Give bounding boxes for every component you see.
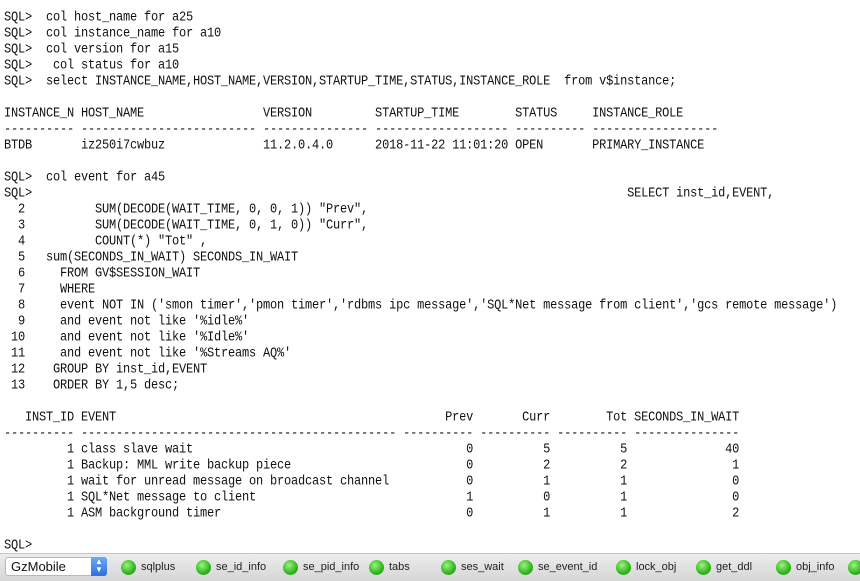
terminal-line: 11 and event not like '%Streams AQ%' [4,345,292,361]
toolbar-button-se_id_info[interactable]: se_id_info [196,558,266,576]
terminal-line: SQL> col status for a10 [4,57,180,73]
terminal-line: SQL> col version for a15 [4,41,180,57]
terminal-line: 5 sum(SECONDS_IN_WAIT) SECONDS_IN_WAIT [4,249,299,265]
toolbar-button-label: obj_info [796,561,835,573]
toolbar-button-label: sqlplus [141,561,176,573]
terminal-line: 1 SQL*Net message to client 1 0 1 0 [4,489,740,505]
terminal-line: 2 SUM(DECODE(WAIT_TIME, 0, 0, 1)) "Prev"… [4,201,369,217]
terminal-line: ---------- ------------------------- ---… [4,121,719,137]
terminal-line: 1 Backup: MML write backup piece 0 2 2 1 [4,457,740,473]
connection-select[interactable]: GzMobile ▲ ▼ [5,557,107,576]
toolbar-button-lock_obj[interactable]: lock_obj [616,558,676,576]
toolbar-button-label: se_event_id [538,561,598,573]
bottom-toolbar: GzMobile ▲ ▼ sqlplus se_id_info se_pid_info… [0,553,860,581]
terminal-line: 6 FROM GV$SESSION_WAIT [4,265,201,281]
terminal-line: 3 SUM(DECODE(WAIT_TIME, 0, 1, 0)) "Curr"… [4,217,369,233]
stepper-arrows-icon[interactable]: ▲ ▼ [91,557,107,576]
toolbar-button-label: se_pid_info [303,561,360,573]
terminal-line: SQL> SELECT inst_id,EVENT, [4,185,775,201]
toolbar-button-label: se_id_info [216,561,267,573]
toolbar-button-label: tabs [389,561,410,573]
toolbar-button-label: get_ddl [716,561,753,573]
toolbar-button-se_pid_info[interactable]: se_pid_info [283,558,359,576]
terminal-line: 7 WHERE [4,281,96,297]
terminal-line: ---------- -----------------------------… [4,425,740,441]
green-circle-icon [518,559,533,575]
toolbar-button-ses_wait[interactable]: ses_wait [441,558,504,576]
green-circle-icon [196,559,211,575]
toolbar-button-more[interactable] [848,558,860,576]
terminal-line: 1 class slave wait 0 5 5 40 [4,441,740,457]
green-circle-icon [121,559,136,575]
toolbar-button-tabs[interactable]: tabs [369,558,410,576]
green-circle-icon [616,559,631,575]
toolbar-button-obj_info[interactable]: obj_info [776,558,835,576]
green-circle-icon [441,559,456,575]
terminal-line: INSTANCE_N HOST_NAME VERSION STARTUP_TIM… [4,105,684,121]
terminal-line: SQL> col host_name for a25 [4,9,194,25]
terminal-output[interactable]: SQL> col host_name for a25 SQL> col insta… [4,9,860,553]
green-circle-icon [776,559,791,575]
terminal-line: 9 and event not like '%idle%' [4,313,250,329]
terminal-line: SQL> col event for a45 [4,169,166,185]
terminal-line: 12 GROUP BY inst_id,EVENT [4,361,208,377]
green-circle-icon [283,559,298,575]
green-circle-icon [848,559,860,575]
terminal-line: 1 ASM background timer 0 1 1 2 [4,505,740,521]
terminal-line: SQL> col instance_name for a10 [4,25,222,41]
green-circle-icon [696,559,711,575]
toolbar-button-se_event_id[interactable]: se_event_id [518,558,597,576]
terminal-line: INST_ID EVENT Prev Curr Tot SECONDS_IN_W… [4,409,740,425]
terminal-line: SQL> [4,537,33,553]
green-circle-icon [369,559,384,575]
terminal-line: BTDB iz250i7cwbuz 11.2.0.4.0 2018-11-22 … [4,137,705,153]
toolbar-button-label: ses_wait [461,561,504,573]
terminal-line: 1 wait for unread message on broadcast c… [4,473,740,489]
toolbar-button-sqlplus[interactable]: sqlplus [121,558,175,576]
terminal-line: 8 event NOT IN ('smon timer','pmon timer… [4,297,838,313]
toolbar-button-get_ddl[interactable]: get_ddl [696,558,752,576]
terminal-line: 10 and event not like '%Idle%' [4,329,250,345]
connection-value: GzMobile [11,559,66,574]
terminal-line: 4 COUNT(*) "Tot" , [4,233,208,249]
terminal-line: SQL> select INSTANCE_NAME,HOST_NAME,VERS… [4,73,677,89]
terminal-line: 13 ORDER BY 1,5 desc; [4,377,180,393]
toolbar-button-label: lock_obj [636,561,677,573]
